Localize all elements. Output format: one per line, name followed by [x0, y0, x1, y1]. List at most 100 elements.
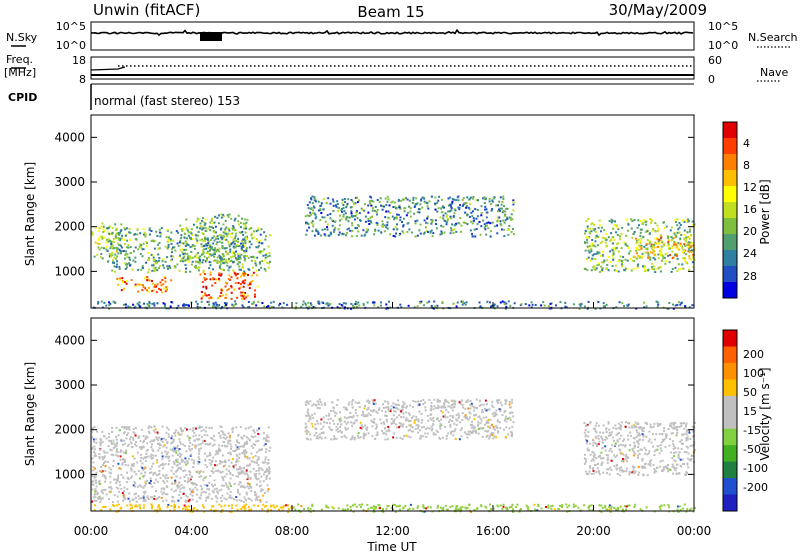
- velocity-cell: [453, 422, 456, 425]
- power-cell: [208, 253, 211, 256]
- power-cell: [159, 281, 162, 284]
- power-cell: [686, 242, 689, 245]
- power-cell: [210, 226, 213, 229]
- velocity-cell: [190, 476, 193, 479]
- power-cell: [196, 239, 199, 242]
- velocity-cell: [618, 448, 621, 451]
- power-cell: [356, 217, 359, 220]
- velocity-cell: [247, 474, 250, 477]
- power-cell: [688, 228, 691, 231]
- velocity-cell: [109, 439, 112, 442]
- power-cell: [386, 195, 389, 198]
- power-cell: [419, 223, 422, 226]
- velocity-cell: [160, 490, 163, 493]
- power-cell: [363, 234, 366, 237]
- power-cell: [677, 242, 680, 245]
- power-cell: [655, 242, 657, 245]
- velocity-cell: [675, 428, 678, 431]
- velocity-cell: [219, 460, 221, 462]
- velocity-cell: [602, 431, 605, 434]
- power-cell: [630, 227, 633, 230]
- power-cell: [424, 202, 427, 204]
- velocity-cell: [501, 414, 504, 416]
- velocity-cell: [373, 399, 376, 402]
- power-cell: [153, 247, 156, 250]
- power-cell: [652, 265, 655, 268]
- power-cell: [670, 270, 673, 273]
- velocity-cell: [242, 501, 245, 503]
- power-cell: [247, 306, 250, 309]
- velocity-cell: [592, 451, 595, 454]
- velocity-cell: [683, 463, 685, 465]
- power-cell: [191, 238, 194, 240]
- velocity-cell: [443, 404, 446, 407]
- velocity-cell: [622, 444, 625, 447]
- power-cell: [391, 215, 394, 218]
- power-cell: [207, 242, 210, 245]
- power-cell: [250, 232, 253, 235]
- velocity-cell: [308, 417, 311, 420]
- power-cell: [650, 221, 653, 224]
- power-cell: [638, 249, 641, 252]
- power-cell: [209, 221, 212, 224]
- power-cell: [343, 307, 346, 310]
- power-cell: [143, 302, 145, 305]
- power-cell: [438, 195, 441, 198]
- velocity-cell: [373, 408, 376, 411]
- velocity-cell: [306, 401, 309, 404]
- power-cell: [677, 301, 680, 304]
- power-cell: [585, 236, 588, 239]
- velocity-cell: [123, 426, 126, 428]
- power-cell: [601, 240, 604, 243]
- power-cell: [591, 239, 594, 241]
- velocity-cell: [179, 487, 182, 490]
- velocity-cell: [111, 431, 113, 433]
- velocity-cell: [150, 439, 153, 442]
- velocity-cell: [151, 465, 153, 468]
- power-cell: [440, 211, 443, 214]
- velocity-cell: [208, 452, 211, 454]
- velocity-cell: [684, 473, 686, 476]
- power-cell: [270, 305, 273, 308]
- velocity-cell: [227, 459, 230, 462]
- velocity-cell: [143, 474, 146, 477]
- power-cell: [487, 227, 490, 230]
- power-cell: [243, 282, 246, 285]
- power-cell: [118, 248, 121, 251]
- velocity-cell: [159, 444, 162, 447]
- velocity-cell: [266, 468, 269, 470]
- power-cell: [146, 276, 149, 279]
- velocity-cell: [163, 444, 166, 447]
- power-cell: [225, 293, 228, 296]
- velocity-cell: [299, 510, 302, 513]
- velocity-cell: [628, 473, 631, 476]
- power-cell: [234, 253, 236, 256]
- power-cell: [241, 297, 243, 300]
- velocity-cell: [93, 477, 96, 480]
- velocity-cell: [360, 414, 363, 417]
- velocity-cell: [421, 419, 424, 421]
- velocity-cell: [469, 407, 472, 410]
- velocity-cell: [212, 435, 215, 438]
- power-cell: [640, 228, 643, 231]
- velocity-cell: [250, 486, 253, 489]
- velocity-cell: [99, 470, 101, 472]
- velocity-cell: [144, 490, 147, 493]
- power-cell: [93, 255, 96, 258]
- velocity-cell: [687, 429, 690, 432]
- velocity-cell: [654, 438, 656, 441]
- velocity-cell: [95, 471, 98, 474]
- velocity-cell: [402, 416, 405, 419]
- velocity-cell: [363, 432, 365, 435]
- velocity-cell: [504, 415, 507, 418]
- power-cell: [495, 204, 498, 207]
- velocity-cell: [224, 459, 227, 462]
- power-cell: [230, 236, 233, 238]
- velocity-cell: [492, 507, 495, 510]
- power-cell: [146, 289, 148, 292]
- power-cell: [350, 302, 353, 305]
- velocity-cell: [351, 437, 354, 440]
- power-cell: [635, 252, 638, 255]
- velocity-cell: [586, 439, 589, 442]
- power-cell: [152, 239, 155, 242]
